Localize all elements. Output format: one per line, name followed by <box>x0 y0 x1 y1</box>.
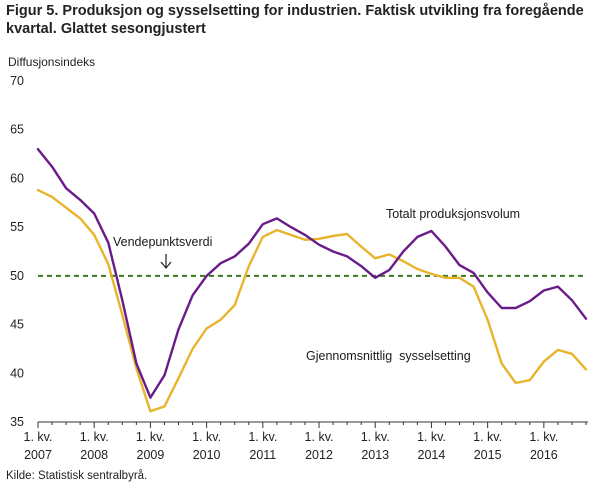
x-tick-label-quarter: 1. kv. <box>417 430 446 444</box>
x-tick-label-year: 2012 <box>305 448 333 462</box>
x-tick-label-quarter: 1. kv. <box>80 430 109 444</box>
y-tick-label: 35 <box>10 415 24 429</box>
y-tick-label: 65 <box>10 123 24 137</box>
y-tick-label: 45 <box>10 318 24 332</box>
y-tick-label: 50 <box>10 269 24 283</box>
x-tick-label-year: 2013 <box>361 448 389 462</box>
annotation-average-employment: Gjennomsnittlig sysselsetting <box>306 349 471 363</box>
y-tick-label: 40 <box>10 366 24 380</box>
y-axis-ticks: 35 40 45 50 55 60 65 70 <box>10 74 24 429</box>
x-tick-label-quarter: 1. kv. <box>361 430 390 444</box>
x-tick-label-year: 2014 <box>418 448 446 462</box>
x-tick-label-quarter: 1. kv. <box>24 430 53 444</box>
y-axis-label: Diffusjonsindeks <box>8 55 96 69</box>
x-axis-ticks: 1. kv. 2007 1. kv. 2008 1. kv. 2009 1. kv. 2010… <box>24 422 587 462</box>
y-tick-label: 60 <box>10 171 24 185</box>
series-line-total-production <box>36 147 588 399</box>
y-tick-label: 55 <box>10 220 24 234</box>
x-tick-label-quarter: 1. kv. <box>248 430 277 444</box>
x-tick-label-year: 2011 <box>249 448 276 462</box>
x-tick-label-quarter: 1. kv. <box>473 430 502 444</box>
x-tick-label-quarter: 1. kv. <box>529 430 558 444</box>
source-note: Kilde: Statistisk sentralbyrå. <box>6 470 148 482</box>
x-tick-label-quarter: 1. kv. <box>192 430 221 444</box>
x-tick-label-year: 2016 <box>530 448 558 462</box>
series-line-average-employment <box>36 188 588 413</box>
x-tick-label-year: 2015 <box>474 448 502 462</box>
x-tick-label-year: 2010 <box>193 448 221 462</box>
annotation-turning-point: Vendepunktsverdi <box>113 235 212 249</box>
annotation-total-production: Totalt produksjonsvolum <box>386 207 520 221</box>
series-lines <box>36 147 588 413</box>
x-tick-label-quarter: 1. kv. <box>136 430 165 444</box>
down-arrow-icon <box>160 254 172 269</box>
x-tick-label-year: 2009 <box>137 448 165 462</box>
chart-title: Figur 5. Produksjon og sysselsetting for… <box>6 3 584 37</box>
x-tick-label-year: 2008 <box>80 448 108 462</box>
x-tick-label-year: 2007 <box>24 448 52 462</box>
x-tick-label-quarter: 1. kv. <box>305 430 334 444</box>
y-tick-label: 70 <box>10 74 24 88</box>
